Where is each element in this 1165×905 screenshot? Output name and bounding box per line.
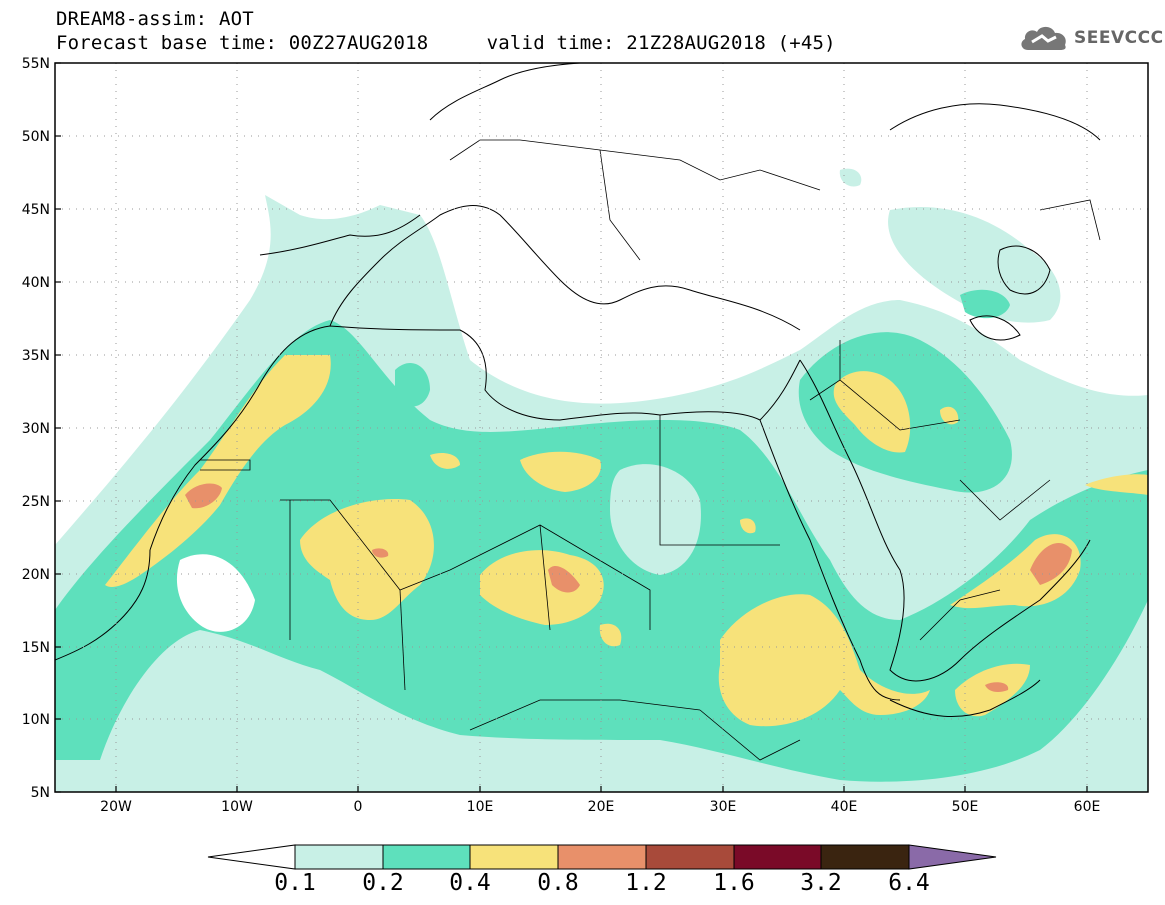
colorbar-label: 0.2	[362, 870, 404, 896]
colorbar-over-triangle	[908, 844, 997, 870]
aot-band-0.1	[839, 168, 862, 187]
seevccc-logo: SEEVCCC	[1018, 20, 1163, 56]
coastlines	[55, 63, 1101, 717]
lon-label: 0	[354, 799, 363, 815]
colorbar-label: 1.6	[713, 870, 755, 896]
colorbar	[207, 844, 997, 870]
colorbar-label: 0.8	[537, 870, 579, 896]
graticule	[55, 63, 1148, 792]
aot-band-0.4	[940, 406, 959, 425]
lat-label: 5N	[31, 785, 50, 801]
aot-band-0.2	[55, 320, 1148, 782]
colorbar-segment	[294, 844, 384, 870]
lat-label: 45N	[22, 202, 50, 218]
aot-gap	[610, 464, 701, 575]
colorbar-segment	[469, 844, 559, 870]
colorbar-label: 0.1	[274, 870, 316, 896]
lon-label: 10W	[221, 799, 253, 815]
aot-band-0.4	[105, 355, 331, 587]
aot-band-0.2	[395, 362, 430, 407]
lon-label: 30E	[710, 799, 737, 815]
colorbar-label: 3.2	[800, 870, 842, 896]
aot-band-0.1	[888, 206, 1061, 323]
lon-label: 20W	[100, 799, 132, 815]
colorbar-segment	[557, 844, 647, 870]
colorbar-segment	[733, 844, 822, 870]
aot-band-0.8	[548, 565, 580, 593]
aot-band-0.4	[520, 451, 601, 492]
lat-label: 25N	[22, 494, 50, 510]
aot-band-0.8	[185, 483, 222, 509]
aot-band-0.4	[718, 594, 930, 727]
lat-label: 50N	[22, 129, 50, 145]
colorbar-label: 6.4	[888, 870, 930, 896]
colorbar-label: 1.2	[625, 870, 667, 896]
tick-marks	[55, 62, 1088, 793]
lon-label: 60E	[1074, 799, 1101, 815]
lat-label: 10N	[22, 712, 50, 728]
colorbar-segment	[645, 844, 735, 870]
logo-text: SEEVCCC	[1074, 28, 1164, 48]
lon-label: 10E	[467, 799, 494, 815]
lat-label: 20N	[22, 567, 50, 583]
aot-band-0.8	[1030, 542, 1072, 585]
lon-label: 40E	[831, 799, 858, 815]
colorbar-segment	[820, 844, 910, 870]
lat-label: 30N	[22, 421, 50, 437]
map-title: DREAM8-assim: AOT	[56, 8, 254, 30]
lat-label: 55N	[22, 56, 50, 72]
aot-band-0.4	[430, 453, 460, 469]
aot-band-0.4	[480, 550, 604, 625]
forecast-time-line: Forecast base time: 00Z27AUG2018 valid t…	[56, 32, 836, 54]
cloud-logo-icon	[1021, 26, 1066, 50]
aot-band-0.8	[985, 682, 1009, 693]
aot-band-0.2	[960, 289, 1010, 319]
colorbar-under-triangle	[207, 844, 296, 870]
colorbar-label: 0.4	[449, 870, 491, 896]
aot-band-0.4	[740, 518, 756, 534]
lat-label: 35N	[22, 348, 50, 364]
aot-band-0.4	[599, 623, 622, 647]
colorbar-segment	[382, 844, 471, 870]
lat-label: 40N	[22, 275, 50, 291]
borders	[200, 139, 1101, 761]
lon-label: 20E	[588, 799, 615, 815]
aot-band-0.8	[372, 548, 389, 558]
aot-band-0.4	[833, 371, 911, 453]
lon-label: 50E	[952, 799, 979, 815]
lat-label: 15N	[22, 640, 50, 656]
aot-gap	[176, 554, 255, 632]
aot-band-0.4	[1085, 474, 1148, 495]
